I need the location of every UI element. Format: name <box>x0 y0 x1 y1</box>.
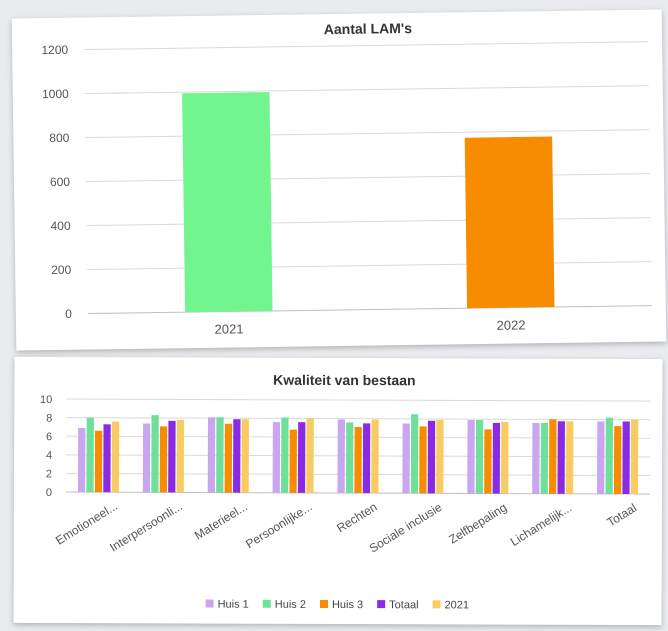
y-tick-label: 10 <box>40 394 52 406</box>
x-tick-label: Persoonlijke... <box>243 500 314 552</box>
legend-label: Huis 2 <box>275 599 306 611</box>
bar-Totaal <box>168 420 176 493</box>
y-tick-label: 1200 <box>41 43 68 57</box>
bar-Huis 3 <box>549 419 557 494</box>
legend-swatch <box>262 599 271 608</box>
bar-Huis 2 <box>410 414 419 494</box>
bar-Huis 2 <box>605 417 613 494</box>
bar-2021 <box>182 92 273 313</box>
bar-Huis 2 <box>475 420 484 494</box>
bar-2021 <box>630 419 639 495</box>
x-tick-label: Zelfbepaling <box>446 500 509 546</box>
bar-Huis 3 <box>484 429 492 494</box>
kwaliteit-chart: Kwaliteit van bestaan 0246810Emotioneel.… <box>40 372 651 611</box>
chart-panel-kwaliteit-van-bestaan: Kwaliteit van bestaan 0 2 4 6 8 10 Emotioneel.… <box>13 356 663 626</box>
y-tick-label: 8 <box>46 413 52 425</box>
x-tick-label: Lichamelijk... <box>508 500 574 548</box>
legend-label: Huis 1 <box>218 599 249 611</box>
bar-Huis 1 <box>402 423 410 494</box>
bar-Totaal <box>297 422 306 493</box>
aantal-lams-chart: Aantal LAM's 0 200 400 600 800 1000 1200 2021 20… <box>41 20 652 337</box>
bar-2021 <box>111 421 120 493</box>
y-tick-label: 2 <box>46 468 52 480</box>
bar-Huis 1 <box>272 422 281 493</box>
bar-Huis 2 <box>345 422 354 494</box>
bar-Totaal <box>427 420 436 494</box>
bar-2021 <box>176 419 185 493</box>
gridline <box>87 261 652 271</box>
x-tick-label: Sociale inclusie <box>367 500 445 556</box>
legend-swatch <box>205 599 214 608</box>
bar-Huis 3 <box>94 430 103 493</box>
legend-label: 2021 <box>445 599 470 611</box>
bar-Huis 3 <box>419 426 427 494</box>
y-tick-label: 600 <box>50 175 71 189</box>
gridline <box>84 41 649 51</box>
x-tick-label: Rechten <box>334 500 379 535</box>
bar-Totaal <box>362 423 371 494</box>
bar-Huis 2 <box>540 423 549 494</box>
bar-Huis 3 <box>613 426 622 494</box>
gridline <box>86 217 651 227</box>
bar-2021 <box>306 418 314 493</box>
y-tick-label: 0 <box>65 307 72 321</box>
y-tick-label: 800 <box>49 131 70 145</box>
bar-Huis 3 <box>159 426 168 493</box>
x-tick-label: Totaal <box>604 501 639 530</box>
x-tick-label: 2021 <box>215 321 244 336</box>
bar-Huis 1 <box>532 422 540 494</box>
bar-2021 <box>501 421 509 494</box>
y-tick-label: 6 <box>46 431 52 443</box>
x-tick-label: Interpersoonli... <box>107 499 185 554</box>
gridline <box>66 417 651 421</box>
bar-Totaal <box>557 421 565 494</box>
gridline <box>85 129 650 139</box>
bar-Huis 1 <box>207 417 216 493</box>
bar-Huis 3 <box>224 423 233 493</box>
bar-Huis 1 <box>597 421 605 494</box>
bar-Huis 2 <box>281 417 289 493</box>
legend-swatch <box>377 600 386 609</box>
bar-Huis 3 <box>354 427 362 494</box>
bar-Huis 1 <box>467 419 475 494</box>
bar-Totaal <box>492 422 501 494</box>
bar-Huis 1 <box>337 419 345 494</box>
legend-swatch <box>432 600 441 609</box>
legend-swatch <box>319 599 328 608</box>
y-tick-label: 200 <box>51 263 72 277</box>
x-tick-label: 2022 <box>496 317 525 332</box>
y-tick-label: 0 <box>46 487 52 499</box>
y-tick-label: 1000 <box>42 87 69 101</box>
y-tick-label: 4 <box>46 450 52 462</box>
bar-Huis 2 <box>86 417 94 493</box>
chart-title: Aantal LAM's <box>324 20 413 37</box>
bar-Totaal <box>103 424 111 493</box>
gridline <box>84 85 649 95</box>
bar-2021 <box>371 419 379 494</box>
bar-Huis 2 <box>151 415 159 493</box>
bar-Huis 2 <box>216 417 224 493</box>
legend-label: Totaal <box>389 599 418 611</box>
y-tick-label: 400 <box>50 219 71 233</box>
bar-Huis 1 <box>77 427 86 493</box>
bar-2022 <box>464 136 555 309</box>
chart-panel-aantal-lams: Aantal LAM's 0 200 400 600 800 1000 1200 2021 20… <box>11 9 667 351</box>
bar-Huis 3 <box>289 429 297 493</box>
bar-2021 <box>565 421 574 494</box>
x-tick-label: Materieel... <box>192 499 250 542</box>
legend-label: Huis 3 <box>332 599 363 611</box>
bar-Totaal <box>622 421 630 495</box>
gridline <box>87 305 652 315</box>
bar-Huis 1 <box>142 423 151 493</box>
bar-2021 <box>241 419 249 493</box>
bar-Totaal <box>233 419 241 493</box>
chart-title: Kwaliteit van bestaan <box>273 372 415 388</box>
gridline <box>85 173 650 183</box>
gridline <box>66 398 651 402</box>
bar-2021 <box>436 419 444 494</box>
